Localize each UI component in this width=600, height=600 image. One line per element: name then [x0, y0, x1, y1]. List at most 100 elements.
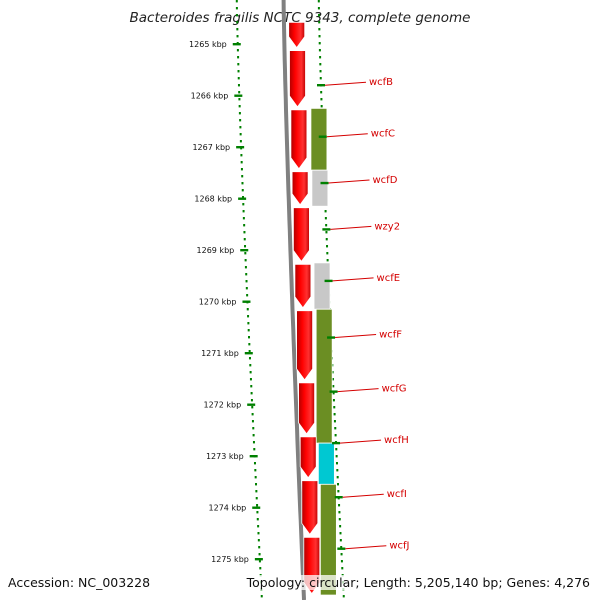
ring-dot	[240, 168, 243, 171]
ring-dot	[244, 245, 247, 248]
backbone-line	[281, 0, 306, 600]
cds-arrow	[288, 21, 306, 49]
ring-dot	[254, 469, 257, 472]
scale-tick-label: 1271 kbp	[201, 349, 239, 358]
ring-dot	[255, 483, 258, 486]
ring-dot	[251, 413, 254, 416]
ring-dot	[319, 63, 322, 66]
scale-tick	[244, 352, 253, 355]
scale-tick-label: 1275 kbp	[211, 555, 249, 564]
ring-dot	[244, 266, 247, 269]
ring-dot	[335, 448, 338, 451]
ring-dot	[335, 455, 338, 458]
ring-dot	[254, 476, 257, 479]
ring-dot	[333, 406, 336, 409]
gene-leader	[330, 225, 372, 230]
map-title: Bacteroides fragilis NCTC 9343, complete…	[129, 10, 471, 26]
ring-dot	[318, 42, 321, 45]
ring-dot	[318, 28, 321, 31]
scale-tick	[236, 146, 245, 149]
scale-tick-label: 1270 kbp	[199, 298, 237, 307]
ring-dot	[253, 462, 256, 465]
gene-leader	[332, 277, 374, 282]
ring-dot	[320, 105, 323, 108]
ring-dot	[336, 476, 339, 479]
ring-dot	[256, 518, 259, 521]
cog-block	[315, 308, 333, 444]
ring-dot	[243, 238, 246, 241]
gene-label: wcfG	[382, 384, 407, 395]
ring-dot	[331, 378, 334, 381]
gene-label: wzy2	[374, 221, 400, 232]
ring-dot	[256, 504, 259, 507]
ring-dot	[325, 238, 328, 241]
ring-dot	[236, 14, 239, 17]
ring-dot	[235, 7, 238, 10]
scale-ticks: 1265 kbp 1266 kbp 1267 kbp 1268 kbp 1269 kbp…	[189, 40, 263, 564]
scale-tick-label: 1272 kbp	[203, 401, 241, 410]
ring-dot	[249, 378, 252, 381]
ring-dot	[337, 483, 340, 486]
ring-dot	[338, 518, 341, 521]
ring-dot	[251, 420, 254, 423]
scale-tick-label: 1274 kbp	[209, 504, 247, 513]
ring-dot	[326, 259, 329, 262]
ring-dot	[258, 546, 261, 549]
ring-dot	[248, 343, 251, 346]
ring-dot	[255, 497, 258, 500]
gene-tick	[320, 181, 329, 185]
ring-dot	[340, 546, 343, 549]
ring-dot	[239, 140, 242, 143]
scale-tick-label: 1266 kbp	[191, 92, 229, 101]
ring-dot	[332, 392, 335, 395]
scale-tick	[242, 300, 251, 303]
scale-tick	[240, 249, 249, 252]
ring-dot	[247, 322, 250, 325]
ring-dot	[249, 364, 252, 367]
ring-dot	[324, 210, 327, 213]
ring-dot	[257, 525, 260, 528]
ring-dot	[240, 154, 243, 157]
ring-dot	[320, 98, 323, 101]
ring-dot	[325, 231, 328, 234]
ring-dot	[245, 273, 248, 276]
forward-cds-track	[288, 21, 321, 595]
ring-dot	[318, 35, 321, 38]
ring-dot	[245, 287, 248, 290]
ring-dot	[250, 399, 253, 402]
accession-label: Accession: NC_003228	[8, 575, 151, 590]
ring-dot	[243, 224, 246, 227]
ring-dot	[244, 252, 247, 255]
gene-tick	[327, 336, 336, 339]
gene-leader	[324, 81, 367, 86]
scale-tick	[249, 455, 258, 458]
cds-arrow	[296, 310, 314, 381]
ring-dot	[250, 385, 253, 388]
ring-dot	[319, 56, 322, 59]
ring-dot	[242, 203, 245, 206]
scale-tick	[254, 558, 263, 561]
ring-dot	[237, 77, 240, 80]
ring-dot	[332, 385, 335, 388]
cds-arrow	[298, 382, 316, 435]
ring-dot	[258, 553, 261, 556]
ring-dot	[241, 175, 244, 178]
cds-arrow	[290, 109, 308, 170]
gene-label: wcfF	[379, 330, 402, 341]
gene-tick	[329, 390, 338, 393]
ring-dot	[257, 539, 260, 542]
cds-arrow	[301, 480, 319, 535]
gene-label: wcfD	[373, 175, 398, 186]
ring-dot	[333, 413, 336, 416]
ring-dot	[342, 595, 345, 598]
ring-dot	[339, 525, 342, 528]
ring-dot	[246, 294, 249, 297]
ring-dot	[239, 126, 242, 129]
scale-tick-label: 1273 kbp	[206, 452, 244, 461]
gene-leader	[326, 133, 368, 138]
ring-dot	[246, 308, 249, 311]
ring-dot	[320, 91, 323, 94]
scale-tick	[252, 506, 261, 509]
ring-dot	[242, 217, 245, 220]
